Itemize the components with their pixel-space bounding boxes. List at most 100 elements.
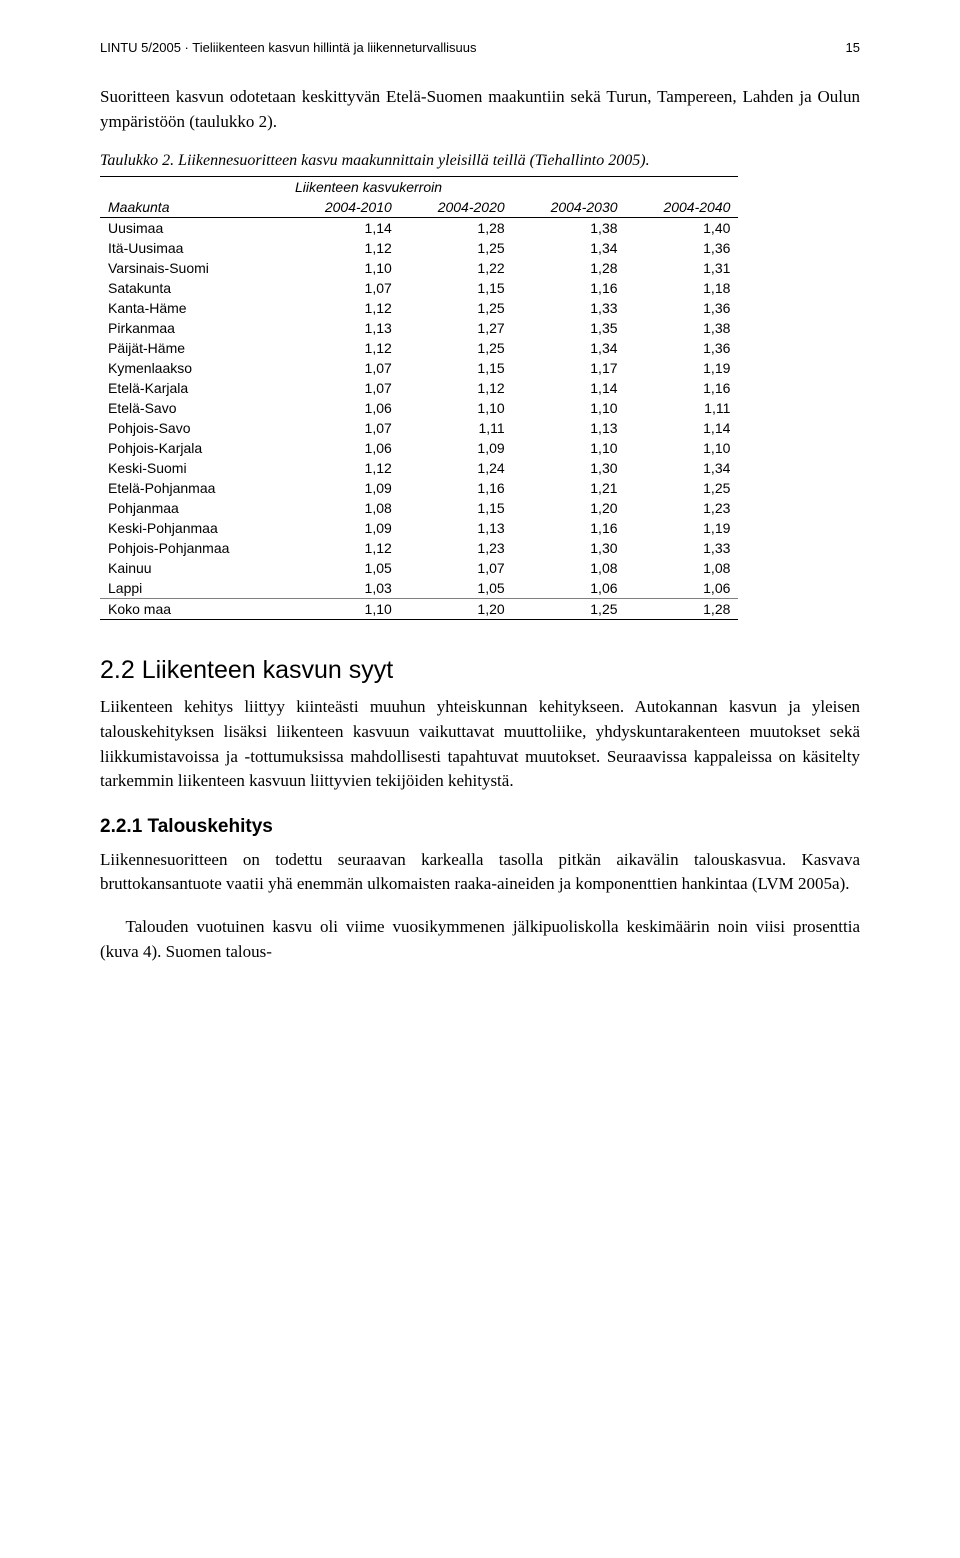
value-cell: 1,25	[400, 338, 513, 358]
value-cell: 1,28	[513, 258, 626, 278]
header-page-number: 15	[846, 40, 860, 55]
total-label: Koko maa	[100, 599, 287, 620]
total-2040: 1,28	[626, 599, 739, 620]
value-cell: 1,30	[513, 538, 626, 558]
region-cell: Satakunta	[100, 278, 287, 298]
intro-paragraph: Suoritteen kasvun odotetaan keskittyvän …	[100, 85, 860, 134]
value-cell: 1,07	[287, 278, 400, 298]
table-row: Kymenlaakso1,071,151,171,19	[100, 358, 738, 378]
value-cell: 1,10	[287, 258, 400, 278]
region-cell: Kymenlaakso	[100, 358, 287, 378]
table-column-headers: Maakunta 2004-2010 2004-2020 2004-2030 2…	[100, 197, 738, 218]
region-cell: Keski-Pohjanmaa	[100, 518, 287, 538]
value-cell: 1,08	[626, 558, 739, 578]
value-cell: 1,11	[626, 398, 739, 418]
value-cell: 1,38	[626, 318, 739, 338]
value-cell: 1,07	[287, 418, 400, 438]
table-row: Päijät-Häme1,121,251,341,36	[100, 338, 738, 358]
value-cell: 1,16	[513, 518, 626, 538]
col-label-2010: 2004-2010	[287, 197, 400, 218]
section-2-2-1-para1: Liikennesuoritteen on todettu seuraavan …	[100, 848, 860, 897]
table-row: Keski-Pohjanmaa1,091,131,161,19	[100, 518, 738, 538]
value-cell: 1,15	[400, 278, 513, 298]
col-label-2020: 2004-2020	[400, 197, 513, 218]
value-cell: 1,10	[626, 438, 739, 458]
table-super-header-row: Liikenteen kasvukerroin	[100, 177, 738, 198]
value-cell: 1,25	[400, 298, 513, 318]
table-row: Keski-Suomi1,121,241,301,34	[100, 458, 738, 478]
table-row: Etelä-Pohjanmaa1,091,161,211,25	[100, 478, 738, 498]
value-cell: 1,20	[513, 498, 626, 518]
table-row: Pohjois-Savo1,071,111,131,14	[100, 418, 738, 438]
table-row: Pohjois-Pohjanmaa1,121,231,301,33	[100, 538, 738, 558]
header-doc-title: LINTU 5/2005 · Tieliikenteen kasvun hill…	[100, 40, 476, 55]
table-row: Pirkanmaa1,131,271,351,38	[100, 318, 738, 338]
section-2-2-1-para2: Talouden vuotuinen kasvu oli viime vuosi…	[100, 915, 860, 964]
value-cell: 1,34	[513, 238, 626, 258]
table-row: Pohjois-Karjala1,061,091,101,10	[100, 438, 738, 458]
value-cell: 1,05	[287, 558, 400, 578]
col-label-2040: 2004-2040	[626, 197, 739, 218]
value-cell: 1,36	[626, 238, 739, 258]
value-cell: 1,16	[626, 378, 739, 398]
value-cell: 1,30	[513, 458, 626, 478]
value-cell: 1,03	[287, 578, 400, 599]
value-cell: 1,36	[626, 298, 739, 318]
table-row: Satakunta1,071,151,161,18	[100, 278, 738, 298]
region-cell: Pohjois-Karjala	[100, 438, 287, 458]
growth-factor-table: Liikenteen kasvukerroin Maakunta 2004-20…	[100, 176, 738, 620]
value-cell: 1,06	[513, 578, 626, 599]
value-cell: 1,16	[400, 478, 513, 498]
value-cell: 1,21	[513, 478, 626, 498]
value-cell: 1,12	[287, 338, 400, 358]
region-cell: Uusimaa	[100, 218, 287, 239]
table-row: Etelä-Savo1,061,101,101,11	[100, 398, 738, 418]
section-2-2-title: 2.2 Liikenteen kasvun syyt	[100, 656, 860, 685]
value-cell: 1,22	[400, 258, 513, 278]
region-cell: Etelä-Pohjanmaa	[100, 478, 287, 498]
value-cell: 1,23	[626, 498, 739, 518]
value-cell: 1,06	[287, 398, 400, 418]
table-row: Varsinais-Suomi1,101,221,281,31	[100, 258, 738, 278]
table-row: Itä-Uusimaa1,121,251,341,36	[100, 238, 738, 258]
value-cell: 1,09	[400, 438, 513, 458]
table-super-header: Liikenteen kasvukerroin	[287, 177, 738, 198]
value-cell: 1,05	[400, 578, 513, 599]
value-cell: 1,08	[287, 498, 400, 518]
value-cell: 1,14	[287, 218, 400, 239]
value-cell: 1,13	[287, 318, 400, 338]
value-cell: 1,06	[626, 578, 739, 599]
value-cell: 1,12	[287, 458, 400, 478]
section-2-2-1-title: 2.2.1 Talouskehitys	[100, 816, 860, 838]
value-cell: 1,10	[400, 398, 513, 418]
value-cell: 1,34	[626, 458, 739, 478]
value-cell: 1,16	[513, 278, 626, 298]
value-cell: 1,40	[626, 218, 739, 239]
region-cell: Etelä-Karjala	[100, 378, 287, 398]
region-cell: Kainuu	[100, 558, 287, 578]
table-row: Lappi1,031,051,061,06	[100, 578, 738, 599]
value-cell: 1,31	[626, 258, 739, 278]
region-cell: Etelä-Savo	[100, 398, 287, 418]
value-cell: 1,12	[287, 538, 400, 558]
total-2030: 1,25	[513, 599, 626, 620]
region-cell: Pirkanmaa	[100, 318, 287, 338]
page-header: LINTU 5/2005 · Tieliikenteen kasvun hill…	[100, 40, 860, 55]
table-row: Kainuu1,051,071,081,08	[100, 558, 738, 578]
value-cell: 1,08	[513, 558, 626, 578]
value-cell: 1,35	[513, 318, 626, 338]
value-cell: 1,11	[400, 418, 513, 438]
value-cell: 1,33	[513, 298, 626, 318]
value-cell: 1,12	[287, 298, 400, 318]
value-cell: 1,18	[626, 278, 739, 298]
value-cell: 1,14	[513, 378, 626, 398]
region-cell: Varsinais-Suomi	[100, 258, 287, 278]
col-label-region: Maakunta	[100, 197, 287, 218]
value-cell: 1,36	[626, 338, 739, 358]
value-cell: 1,06	[287, 438, 400, 458]
region-cell: Pohjois-Pohjanmaa	[100, 538, 287, 558]
value-cell: 1,07	[400, 558, 513, 578]
col-label-2030: 2004-2030	[513, 197, 626, 218]
value-cell: 1,19	[626, 358, 739, 378]
table-caption: Taulukko 2. Liikennesuoritteen kasvu maa…	[100, 152, 860, 170]
